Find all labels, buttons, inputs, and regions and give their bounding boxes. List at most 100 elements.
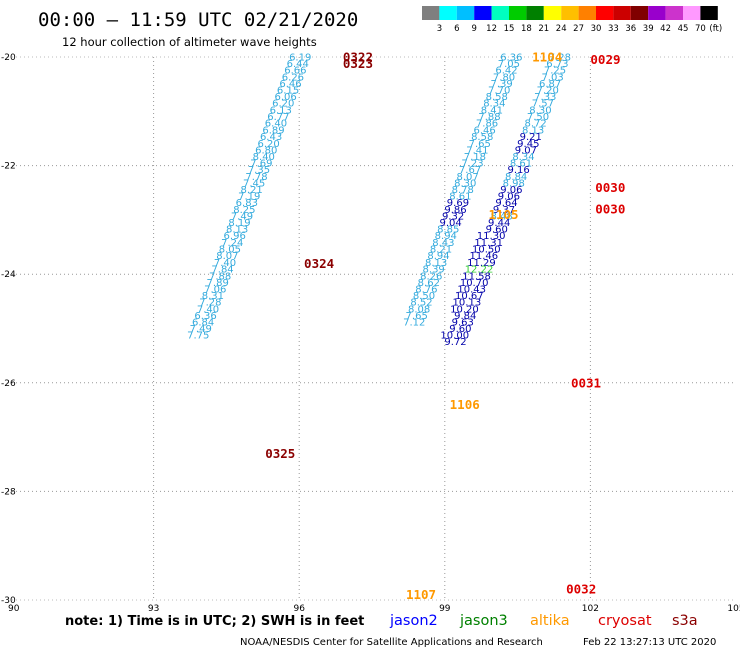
wave-height-label: 8.19 (228, 218, 250, 229)
colorbar-label: 9 (471, 24, 476, 34)
wave-height-label: 10.70 (460, 278, 489, 289)
wave-height-label: 7.23 (461, 158, 483, 169)
chart-subtitle: 12 hour collection of altimeter wave hei… (62, 35, 317, 49)
wave-height-label: 7.84 (211, 264, 233, 275)
wave-height-label: 7.49 (190, 324, 212, 335)
wave-height-label: 9.44 (488, 218, 510, 229)
y-tick-label: -20 (1, 53, 16, 63)
wave-height-label: 8.85 (437, 225, 459, 236)
colorbar-label: 30 (591, 24, 602, 34)
colorbar-label: 36 (625, 24, 636, 34)
wave-height-label: 10.00 (440, 331, 469, 342)
wave-height-label: 10.50 (472, 245, 501, 256)
colorbar-label: 24 (556, 24, 567, 34)
wave-height-label: 7.40 (197, 304, 219, 315)
wave-height-label: 8.07 (457, 172, 479, 183)
colorbar-label: 27 (573, 24, 584, 34)
colorbar-swatch (665, 6, 683, 20)
colorbar-swatch (648, 6, 666, 20)
wave-height-label: 7.89 (207, 278, 229, 289)
colorbar-label: 70 (695, 24, 706, 34)
wave-height-label: 7.12 (403, 317, 425, 328)
wave-height-label: 7.41 (466, 145, 488, 156)
wave-height-label: 8.72 (524, 119, 546, 130)
x-tick-label: 93 (148, 604, 159, 614)
wave-height-label: 7.19 (238, 192, 260, 203)
wave-height-label: 11.46 (470, 251, 499, 262)
colorbar-swatch (491, 6, 509, 20)
wave-height-label: 7.33 (534, 92, 556, 103)
legend-s3a: s3a (672, 613, 698, 629)
wave-height-label: 6.42 (495, 66, 517, 77)
pass-time-label: 0323 (343, 56, 373, 71)
wave-height-label: 8.13 (522, 125, 544, 136)
legend-altika: altika (530, 613, 570, 629)
colorbar-swatch (596, 6, 614, 20)
wave-height-label: 7.78 (245, 172, 267, 183)
series-s3a: 6.196.446.666.266.466.156.066.206.136.77… (187, 53, 311, 342)
wave-height-label: 6.77 (267, 112, 289, 123)
wave-height-label: 9.32 (442, 212, 464, 223)
wave-height-label: 8.34 (483, 99, 505, 110)
wave-height-label: 8.94 (427, 251, 449, 262)
wave-height-label: 7.45 (243, 178, 265, 189)
wave-height-label: 7.28 (199, 297, 221, 308)
pass-time-label: 0322 (343, 50, 373, 65)
wave-height-label: 8.84 (505, 172, 527, 183)
legend-cryosat: cryosat (598, 613, 652, 629)
wave-height-label: 9.21 (520, 132, 542, 143)
timestamp-text: Feb 22 13:27:13 UTC 2020 (583, 637, 716, 648)
wave-height-label: 10.67 (455, 291, 484, 302)
credit-text: NOAA/NESDIS Center for Satellite Applica… (240, 637, 543, 648)
wave-height-label: 9.37 (493, 205, 515, 216)
wave-height-label: 6.40 (265, 119, 287, 130)
wave-height-label: 8.25 (233, 205, 255, 216)
colorbar-unit: (ft) (709, 24, 722, 34)
wave-height-label: 8.26 (420, 271, 442, 282)
colorbar-swatch (561, 6, 579, 20)
colorbar: 3 6 9 12 15 18 21 24 27 30 33 36 39 42 45 70 (ft) (422, 6, 722, 34)
wave-height-label: 8.40 (253, 152, 275, 163)
wave-height-label: 8.41 (481, 106, 503, 117)
wave-height-label: 8.21 (241, 185, 263, 196)
pass-time-label: 0030 (595, 202, 625, 217)
colorbar-swatch (683, 6, 701, 20)
wave-height-label: 11.31 (474, 238, 503, 249)
wave-height-label: 7.03 (541, 73, 563, 84)
wave-height-label: 6.20 (272, 99, 294, 110)
colorbar-swatch (474, 6, 492, 20)
pass-time-label: 0324 (304, 256, 334, 271)
wave-height-label: 6.84 (192, 317, 214, 328)
wave-height-label: 8.30 (454, 178, 476, 189)
wave-height-label: 11.30 (477, 231, 506, 242)
wave-height-label: 7.25 (544, 66, 566, 77)
colorbar-swatch (613, 6, 631, 20)
colorbar-label: 12 (486, 24, 497, 34)
footer: note: 1) Time is in UTC; 2) SWH is in fe… (65, 613, 716, 648)
wave-height-label: 8.50 (413, 291, 435, 302)
wave-height-label: 6.46 (473, 125, 495, 136)
wave-height-label: 8.94 (435, 231, 457, 242)
wave-height-label: 6.87 (539, 79, 561, 90)
x-tick-label: 102 (582, 604, 599, 614)
y-tick-label: -24 (1, 270, 16, 280)
wave-height-label: 8.31 (202, 291, 224, 302)
chart-title: 00:00 – 11:59 UTC 02/21/2020 (38, 9, 358, 31)
wave-height-label: 8.48 (490, 212, 512, 223)
y-tick-label: -30 (1, 596, 16, 606)
x-tick-label: 90 (8, 604, 20, 614)
wave-height-label: 7.18 (464, 152, 486, 163)
wave-height-label: 6.44 (287, 59, 309, 70)
wave-height-label: 7.50 (527, 112, 549, 123)
colorbar-label: 15 (504, 24, 515, 34)
colorbar-swatch (422, 6, 440, 20)
wave-height-label: 9.60 (449, 324, 471, 335)
wave-height-label: 8.13 (425, 258, 447, 269)
footer-note: note: 1) Time is in UTC; 2) SWH is in fe… (65, 614, 364, 629)
wave-height-label: 8.21 (430, 245, 452, 256)
wave-height-label: 6.20 (258, 139, 280, 150)
wave-height-label: 7.57 (532, 99, 554, 110)
wave-height-label: 9.69 (447, 198, 469, 209)
wave-height-label: 6.15 (277, 86, 299, 97)
wave-height-label: 6.13 (270, 106, 292, 117)
